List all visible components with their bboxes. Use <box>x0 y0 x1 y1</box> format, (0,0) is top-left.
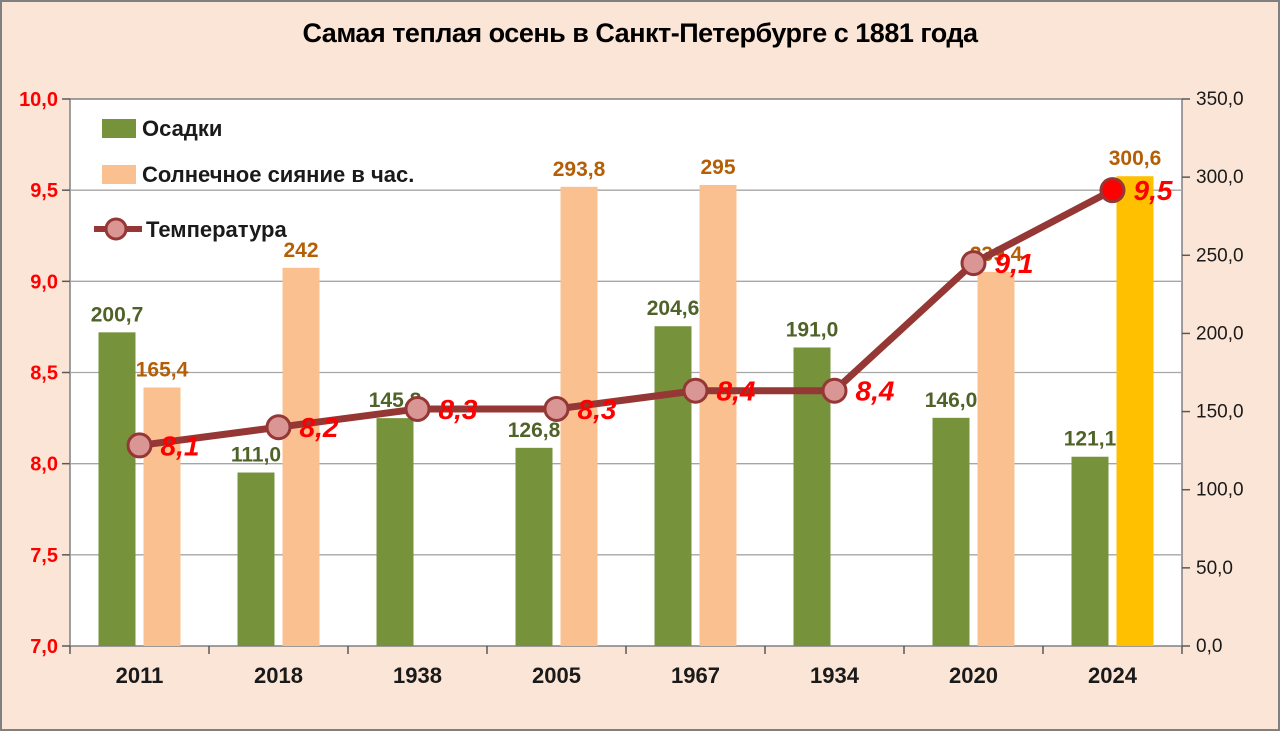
sunshine-value-label: 300,6 <box>1109 147 1162 170</box>
temperature-value-label: 8,2 <box>300 412 339 443</box>
temperature-marker <box>543 395 570 422</box>
sunshine-bar <box>1116 176 1154 646</box>
precipitation-value-label: 200,7 <box>91 303 144 326</box>
right-axis-tick-label: 200,0 <box>1196 323 1244 344</box>
x-axis-year-label: 2024 <box>1088 663 1138 688</box>
x-axis-year-label: 2011 <box>116 663 164 688</box>
sunshine-value-label: 242 <box>283 239 318 262</box>
temperature-value-label: 8,3 <box>439 394 478 425</box>
x-axis-year-label: 1934 <box>810 663 860 688</box>
sunshine-bar <box>977 271 1015 646</box>
right-axis-tick-label: 0,0 <box>1196 636 1222 657</box>
right-axis-tick-label: 350,0 <box>1196 89 1244 110</box>
temperature-value-label: 8,3 <box>578 394 617 425</box>
precipitation-bar <box>1071 456 1109 646</box>
precipitation-value-label: 111,0 <box>231 444 281 467</box>
precipitation-bar <box>376 418 414 646</box>
temperature-value-label: 8,4 <box>856 376 895 407</box>
temperature-marker <box>960 250 987 277</box>
left-axis-tick-label: 9,0 <box>30 271 58 293</box>
left-axis-tick-label: 7,0 <box>30 636 58 658</box>
right-axis-tick-label: 250,0 <box>1196 245 1244 266</box>
chart-title: Самая теплая осень в Санкт-Петербурге с … <box>302 18 978 48</box>
legend-swatch-precipitation <box>102 119 136 138</box>
temperature-value-label: 9,1 <box>995 248 1034 279</box>
precipitation-value-label: 121,1 <box>1064 428 1117 451</box>
sunshine-bar <box>282 267 320 646</box>
x-axis-year-label: 1967 <box>671 663 720 688</box>
x-axis-year-label: 2020 <box>949 663 998 688</box>
legend-label-sunshine: Солнечное сияние в час. <box>142 162 414 187</box>
legend-marker-temperature <box>104 217 128 241</box>
right-axis-tick-label: 50,0 <box>1196 558 1233 579</box>
left-axis-tick-label: 7,5 <box>30 545 58 567</box>
x-axis-year-label: 2018 <box>254 663 303 688</box>
precipitation-bar <box>237 472 275 646</box>
left-axis-tick-label: 10,0 <box>19 89 58 111</box>
temperature-line <box>136 186 1116 449</box>
legend-label-temperature: Температура <box>146 217 287 242</box>
temperature-value-label: 8,4 <box>717 376 756 407</box>
x-axis-year-label: 1938 <box>393 663 442 688</box>
temperature-marker <box>821 377 848 404</box>
x-axis-year-label: 2005 <box>532 663 581 688</box>
legend-label-precipitation: Осадки <box>142 116 222 141</box>
legend-swatch-sunshine <box>102 165 136 184</box>
sunshine-bar <box>699 184 737 646</box>
sunshine-value-label: 165,4 <box>136 359 189 382</box>
right-axis-tick-label: 300,0 <box>1196 167 1244 188</box>
right-axis-tick-label: 150,0 <box>1196 402 1244 423</box>
temperature-marker <box>1099 177 1126 204</box>
temperature-marker <box>126 432 153 459</box>
right-axis-tick-label: 100,0 <box>1196 480 1244 501</box>
precipitation-value-label: 126,8 <box>508 419 561 442</box>
left-axis-tick-label: 8,5 <box>30 363 58 385</box>
left-axis-tick-label: 8,0 <box>30 454 58 476</box>
precipitation-value-label: 146,0 <box>925 389 978 412</box>
precipitation-bar <box>932 417 970 646</box>
left-axis-tick-label: 9,5 <box>30 180 58 202</box>
precipitation-value-label: 204,6 <box>647 297 700 320</box>
sunshine-bar <box>143 387 181 646</box>
temperature-value-label: 8,1 <box>161 430 200 461</box>
sunshine-value-label: 295 <box>700 156 735 179</box>
temperature-marker <box>265 414 292 441</box>
temperature-marker <box>404 395 431 422</box>
precipitation-bar <box>654 326 692 646</box>
precipitation-bar <box>98 332 136 646</box>
temperature-marker <box>682 377 709 404</box>
sunshine-value-label: 293,8 <box>553 158 606 181</box>
precipitation-value-label: 191,0 <box>786 318 839 341</box>
precipitation-bar <box>515 447 553 646</box>
temperature-value-label: 9,5 <box>1134 175 1173 206</box>
